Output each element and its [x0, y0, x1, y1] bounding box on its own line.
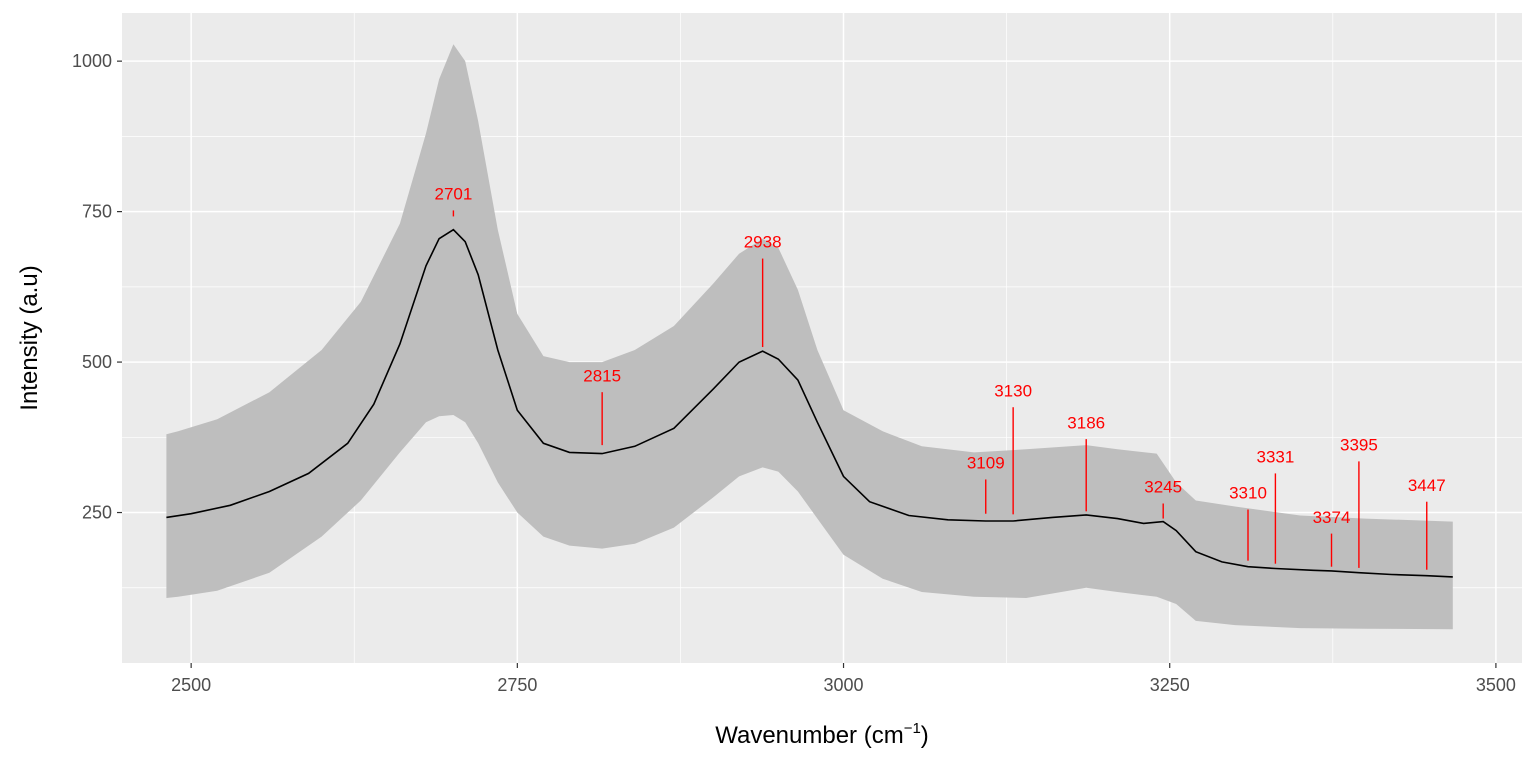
y-tick-label: 500: [82, 352, 112, 372]
peak-label-3374: 3374: [1313, 508, 1351, 527]
x-axis-ticks: 2500 2750 3000 3250 3500: [171, 663, 1516, 695]
confidence-ribbon: [166, 44, 1453, 630]
peak-label-2938: 2938: [744, 233, 782, 252]
peak-label-3331: 3331: [1256, 448, 1294, 467]
y-axis-ticks: 250 500 750 1000: [72, 51, 122, 523]
peak-label-2815: 2815: [583, 366, 621, 385]
peak-label-3109: 3109: [967, 454, 1005, 473]
peak-label-3310: 3310: [1229, 484, 1267, 503]
x-axis-title-suffix: ): [921, 722, 929, 749]
x-axis-title-text: Wavenumber (cm: [715, 722, 903, 749]
peak-annotations: 2701 2815 2938 3109 3130 3186 3245 3310 3331 3374…: [434, 185, 1446, 570]
x-tick-label: 3500: [1476, 675, 1516, 695]
x-axis-title-superscript: −1: [904, 720, 921, 737]
peak-label-3130: 3130: [994, 381, 1032, 400]
mean-spectrum-line: [166, 228, 1453, 578]
y-axis-title: Intensity (a.u): [16, 265, 43, 410]
x-tick-label: 3000: [824, 675, 864, 695]
x-tick-label: 3250: [1150, 675, 1190, 695]
y-tick-label: 1000: [72, 51, 112, 71]
peak-label-2701: 2701: [434, 185, 472, 204]
peak-label-3186: 3186: [1067, 413, 1105, 432]
y-tick-label: 250: [82, 503, 112, 523]
x-tick-label: 2500: [171, 675, 211, 695]
peak-label-3245: 3245: [1144, 478, 1182, 497]
x-tick-label: 2750: [497, 675, 537, 695]
peak-label-3447: 3447: [1408, 476, 1446, 495]
peak-label-3395: 3395: [1340, 436, 1378, 455]
y-tick-label: 750: [82, 202, 112, 222]
x-axis-title: Wavenumber (cm−1): [715, 720, 929, 749]
